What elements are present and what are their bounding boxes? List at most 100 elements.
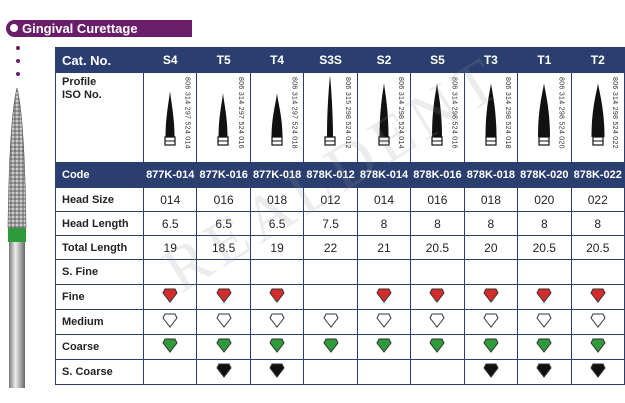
profile-label-line: Profile xyxy=(62,76,97,88)
grit-cell xyxy=(356,359,412,385)
profile-cell: 806 314 298 524 022 xyxy=(570,72,625,163)
grit-diamond-icon xyxy=(536,363,552,378)
grit-cell xyxy=(196,284,251,310)
head-size-cell: 022 xyxy=(570,187,625,212)
section-title: Gingival Curettage xyxy=(22,21,138,36)
head-size-cell: 018 xyxy=(249,187,305,212)
total-length-row: Total Length 19 18.5 19 22 21 20.5 20 20.5 20.5 xyxy=(54,235,625,260)
head-length-cell: 8 xyxy=(463,211,519,236)
iso-number: 806 314 298 524 020 xyxy=(557,77,565,149)
grit-diamond-icon xyxy=(269,288,285,303)
total-length-cell: 22 xyxy=(303,235,358,260)
head-size-cell: 016 xyxy=(196,187,251,212)
tool-profile-icon xyxy=(431,83,443,146)
head-length-cell: 6.5 xyxy=(196,211,251,236)
grit-cell xyxy=(570,284,625,310)
code-cell: 878K-012 xyxy=(303,162,358,188)
head-length-cell: 8 xyxy=(570,211,625,236)
column-header: T1 xyxy=(517,47,572,73)
grit-cell xyxy=(303,284,358,310)
grit-cell xyxy=(517,334,572,360)
grit-cell xyxy=(463,309,519,335)
grit-diamond-icon xyxy=(162,313,178,328)
code-cell: 877K-014 xyxy=(143,162,198,188)
grit-label: S. Coarse xyxy=(54,359,145,385)
cat-no-label: Cat. No. xyxy=(54,47,145,73)
grit-diamond-icon xyxy=(590,363,606,378)
section-title-bar: Gingival Curettage xyxy=(6,20,192,37)
total-length-cell: 19 xyxy=(143,235,198,260)
code-row: Code 877K-014 877K-016 877K-018 878K-012 878… xyxy=(54,162,625,188)
profile-cell: 806 314 297 524 016 xyxy=(196,72,251,163)
grit-cell xyxy=(570,309,625,335)
grit-diamond-icon xyxy=(216,338,232,353)
grit-label: Fine xyxy=(54,284,145,310)
profile-row: Profile ISO No. 806 314 297 524 014 806 3… xyxy=(54,72,625,163)
grit-diamond-icon xyxy=(216,313,232,328)
head-size-label: Head Size xyxy=(54,187,145,212)
grit-diamond-icon xyxy=(483,363,499,378)
head-size-cell: 018 xyxy=(463,187,519,212)
grit-diamond-icon xyxy=(376,338,392,353)
code-cell: 877K-016 xyxy=(196,162,251,188)
tool-profile-icon xyxy=(485,83,497,146)
grit-diamond-icon xyxy=(216,363,232,378)
head-length-cell: 8 xyxy=(517,211,572,236)
column-header: S5 xyxy=(410,47,465,73)
column-header: S3S xyxy=(303,47,358,73)
profile-cell: 806 315 298 524 012 xyxy=(303,72,358,163)
profile-cell: 806 314 297 524 018 xyxy=(249,72,305,163)
grit-row: Fine xyxy=(54,284,625,310)
bullet-icon xyxy=(10,24,18,32)
code-cell: 878K-014 xyxy=(356,162,412,188)
tool-profile-icon xyxy=(164,91,176,146)
grit-diamond-icon xyxy=(483,313,499,328)
iso-number: 806 314 297 524 014 xyxy=(183,77,191,149)
grit-cell xyxy=(303,259,358,285)
grit-cell xyxy=(463,334,519,360)
head-size-cell: 014 xyxy=(356,187,412,212)
grit-cell xyxy=(463,259,519,285)
column-header: T2 xyxy=(570,47,625,73)
grit-row: Coarse xyxy=(54,334,625,360)
code-cell: 878K-020 xyxy=(517,162,572,188)
grit-diamond-icon xyxy=(536,338,552,353)
grit-cell xyxy=(410,334,465,360)
grit-label: Medium xyxy=(54,309,145,335)
grit-cell xyxy=(410,284,465,310)
grit-cell xyxy=(249,334,305,360)
grit-cell xyxy=(410,259,465,285)
grit-cell xyxy=(143,284,198,310)
product-table: Cat. No. S4 T5 T4 S3S S2 S5 T3 T1 T2 Pro… xyxy=(54,47,625,385)
head-size-cell: 020 xyxy=(517,187,572,212)
decorative-dots xyxy=(16,46,20,85)
grit-cell xyxy=(356,309,412,335)
header-row: Cat. No. S4 T5 T4 S3S S2 S5 T3 T1 T2 xyxy=(54,47,625,73)
grit-cell xyxy=(303,359,358,385)
grit-cell xyxy=(517,309,572,335)
grit-cell xyxy=(143,309,198,335)
grit-cell xyxy=(356,284,412,310)
grit-diamond-icon xyxy=(269,313,285,328)
grit-diamond-icon xyxy=(162,288,178,303)
grit-cell xyxy=(517,359,572,385)
iso-number: 806 314 297 524 018 xyxy=(290,77,298,149)
grit-cell xyxy=(303,334,358,360)
tool-profile-icon xyxy=(217,93,230,146)
total-length-cell: 20.5 xyxy=(410,235,465,260)
grit-diamond-icon xyxy=(483,288,499,303)
grit-cell xyxy=(570,259,625,285)
grit-cell xyxy=(517,259,572,285)
grit-cell xyxy=(303,309,358,335)
grit-diamond-icon xyxy=(590,338,606,353)
head-size-cell: 016 xyxy=(410,187,465,212)
grit-cell xyxy=(463,284,519,310)
total-length-cell: 18.5 xyxy=(196,235,251,260)
code-cell: 878K-016 xyxy=(410,162,465,188)
grit-cell xyxy=(356,334,412,360)
grit-cell xyxy=(143,359,198,385)
profile-cell: 806 314 298 524 018 xyxy=(463,72,519,163)
grit-label: Coarse xyxy=(54,334,145,360)
grit-cell xyxy=(196,359,251,385)
grit-cell xyxy=(143,334,198,360)
